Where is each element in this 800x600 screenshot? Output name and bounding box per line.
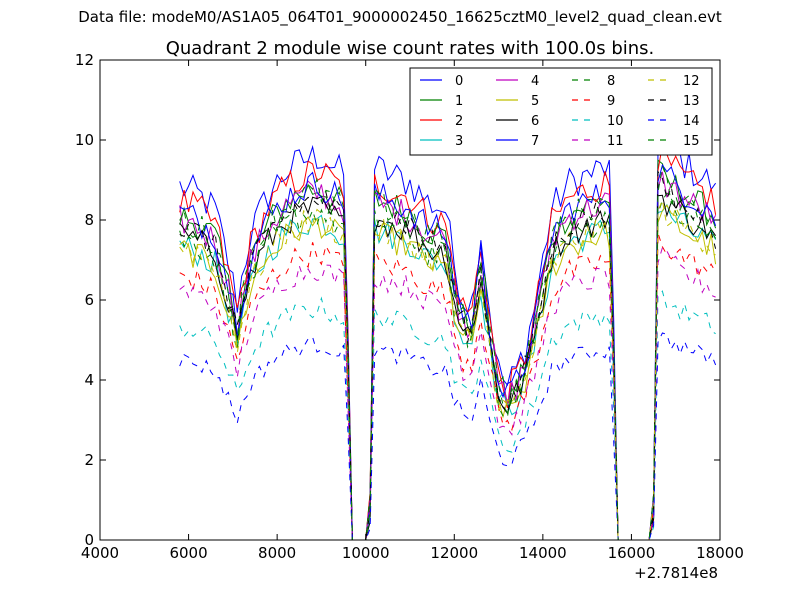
x-tick-label: 16000 [608,544,656,562]
series-line-10 [179,290,716,541]
legend-label-8: 8 [607,74,615,89]
series-line-7 [179,163,717,541]
legend-label-6: 6 [531,114,539,129]
series-line-11 [179,246,716,541]
legend-label-7: 7 [531,134,539,149]
x-tick-label: 4000 [81,544,119,562]
series-line-2 [179,143,717,541]
y-tick-label: 10 [75,131,94,149]
series-line-14 [179,332,717,541]
x-offset-label: +2.7814e8 [634,564,718,582]
legend-label-15: 15 [683,134,700,149]
legend-label-9: 9 [607,94,615,109]
legend-label-0: 0 [455,74,463,89]
y-tick-label: 8 [84,211,94,229]
legend-label-13: 13 [683,94,700,109]
x-tick-label: 18000 [696,544,744,562]
legend-label-5: 5 [531,94,539,109]
axes-layer: 4000 6000 8000 10000 12000 14000 16000 18000 0 2 4… [75,51,744,562]
legend-label-12: 12 [683,74,700,89]
series-line-0 [179,138,717,541]
x-tick-label: 10000 [342,544,390,562]
legend-label-10: 10 [607,114,624,129]
legend-label-4: 4 [531,74,539,89]
figure-suptitle: Data file: modeM0/AS1A05_064T01_90000024… [78,8,722,26]
series-layer [179,138,717,541]
series-line-4 [179,171,717,541]
y-tick-label: 2 [84,451,94,469]
legend-label-11: 11 [607,134,624,149]
x-tick-label: 6000 [169,544,207,562]
series-line-3 [179,203,717,541]
x-tick-label: 12000 [430,544,478,562]
x-tick-label: 8000 [258,544,296,562]
y-tick-label: 0 [84,531,94,549]
legend-label-2: 2 [455,114,463,129]
chart-title: Quadrant 2 module wise count rates with … [166,38,655,59]
series-line-5 [179,204,717,541]
y-tick-label: 12 [75,51,94,69]
y-tick-label: 6 [84,291,94,309]
legend-label-14: 14 [683,114,700,129]
legend-label-3: 3 [455,134,463,149]
x-tick-label: 14000 [519,544,567,562]
y-tick-label: 4 [84,371,94,389]
legend-label-1: 1 [455,94,463,109]
series-line-13 [179,170,717,541]
series-line-15 [179,164,717,541]
